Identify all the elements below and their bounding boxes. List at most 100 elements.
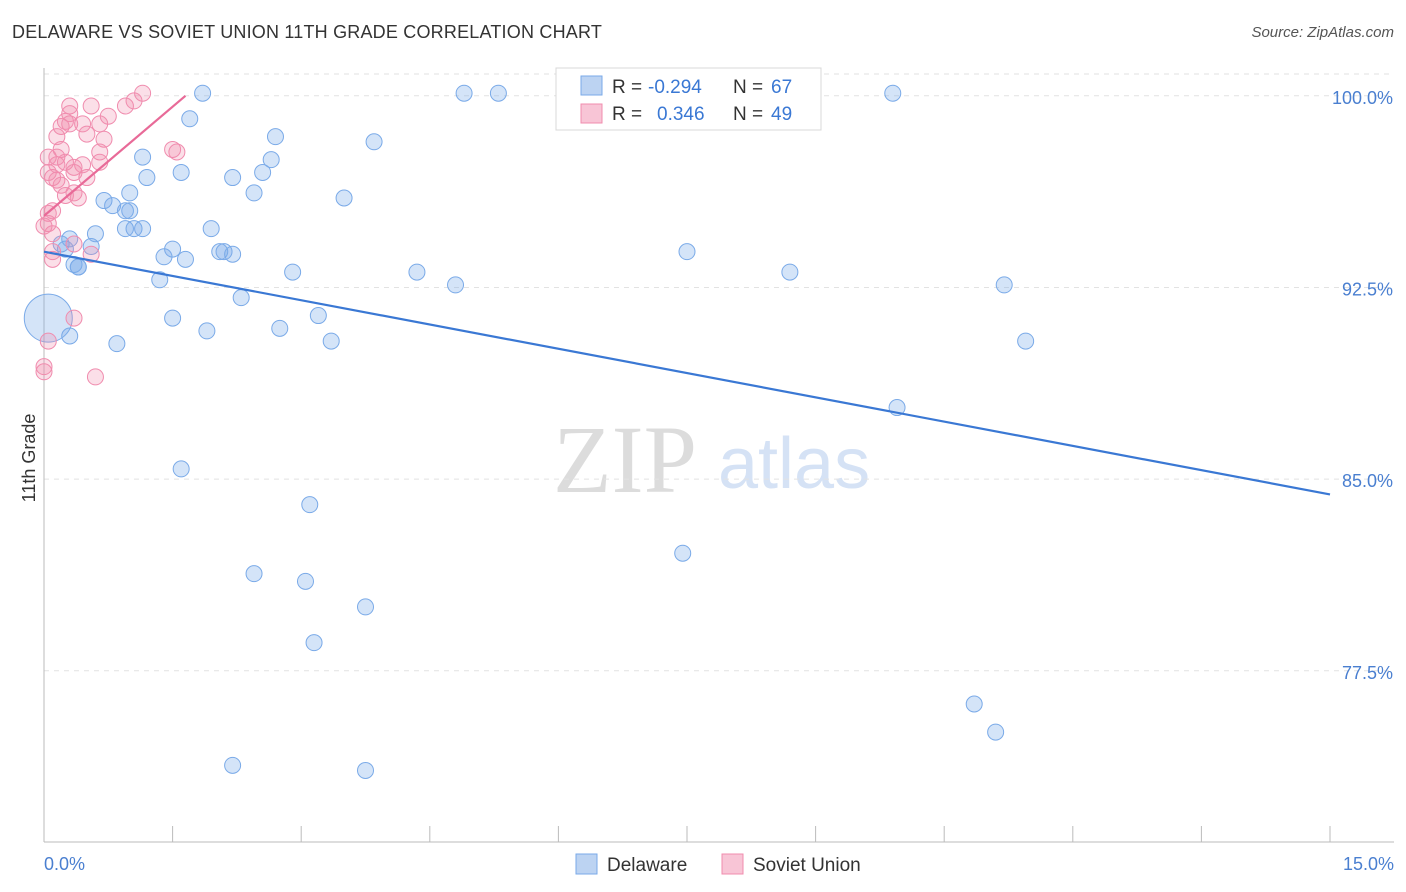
delaware-point	[489, 84, 507, 102]
soviet-union-point	[74, 115, 92, 133]
delaware-point	[202, 220, 220, 238]
soviet-union-point	[61, 105, 79, 123]
soviet-union-point	[56, 112, 74, 130]
delaware-point	[172, 460, 190, 478]
watermark-atlas: atlas	[718, 424, 870, 504]
trend-lines	[43, 94, 1331, 496]
delaware-point	[194, 84, 212, 102]
delaware-point	[296, 572, 314, 590]
legend-swatch-soviet	[580, 103, 603, 124]
delaware-point	[164, 309, 182, 327]
soviet-union-points	[35, 84, 186, 386]
legend-n-label-delaware: N =	[733, 77, 763, 98]
delaware-trend-line	[43, 250, 1331, 496]
series-legend: Delaware Soviet Union	[575, 853, 861, 876]
legend-r-label-delaware: R =	[612, 77, 642, 98]
delaware-point	[357, 761, 374, 779]
delaware-point	[266, 128, 284, 146]
delaware-point	[125, 220, 143, 238]
legend-r-label-soviet: R =	[612, 104, 642, 125]
delaware-point	[138, 169, 156, 187]
soviet-union-point	[35, 217, 53, 235]
delaware-point	[61, 327, 79, 345]
delaware-point	[781, 263, 799, 281]
soviet-union-point	[65, 309, 83, 327]
delaware-point	[116, 220, 134, 238]
y-tick-labels: 77.5% 85.0% 92.5% 100.0%	[1332, 88, 1393, 683]
soviet-union-point	[48, 171, 66, 189]
delaware-point	[245, 565, 263, 583]
legend-n-label-soviet: N =	[733, 104, 763, 125]
delaware-point	[232, 289, 250, 307]
delaware-point	[164, 240, 182, 258]
delaware-point	[224, 756, 242, 774]
bottom-legend-soviet: Soviet Union	[753, 855, 861, 876]
soviet-union-point	[56, 186, 74, 204]
delaware-point	[108, 335, 126, 353]
soviet-union-point	[99, 107, 117, 125]
delaware-point	[224, 169, 242, 187]
y-tick-label: 85.0%	[1342, 471, 1393, 491]
delaware-point	[995, 276, 1013, 294]
delaware-point	[262, 151, 280, 169]
x-tick-label-max: 15.0%	[1343, 854, 1394, 874]
legend-r-value-delaware: -0.294	[648, 77, 702, 98]
bottom-legend-delaware: Delaware	[607, 855, 687, 876]
delaware-point	[121, 184, 139, 202]
delaware-point	[104, 197, 122, 215]
x-tick-label-min: 0.0%	[44, 854, 85, 874]
delaware-point	[181, 110, 199, 128]
delaware-point	[151, 271, 169, 289]
soviet-union-point	[86, 368, 104, 386]
soviet-union-point	[82, 245, 100, 263]
delaware-point	[134, 220, 152, 238]
delaware-point	[322, 332, 340, 350]
legend-n-value-soviet: 49	[771, 104, 792, 125]
delaware-point	[134, 148, 152, 166]
delaware-point	[884, 84, 902, 102]
delaware-point	[254, 163, 272, 181]
gridlines	[44, 73, 1394, 672]
delaware-point	[408, 263, 426, 281]
delaware-point	[357, 598, 374, 616]
delaware-point	[121, 202, 139, 220]
source-label: Source: ZipAtlas.com	[1251, 24, 1394, 41]
delaware-point	[965, 695, 983, 713]
delaware-point	[95, 192, 113, 210]
delaware-point	[176, 250, 194, 268]
delaware-point	[198, 322, 216, 340]
delaware-point	[674, 544, 692, 562]
legend-n-value-delaware: 67	[771, 77, 792, 98]
y-tick-label: 77.5%	[1342, 663, 1393, 683]
soviet-union-point	[116, 97, 134, 115]
delaware-point	[301, 496, 319, 514]
delaware-point	[172, 163, 190, 181]
delaware-point	[335, 189, 353, 207]
delaware-point	[245, 184, 263, 202]
legend-swatch-delaware	[580, 75, 603, 96]
delaware-point	[271, 319, 289, 337]
delaware-point	[447, 276, 465, 294]
delaware-point	[987, 723, 1005, 741]
soviet-union-point	[69, 189, 87, 207]
y-tick-label: 100.0%	[1332, 88, 1393, 108]
soviet-union-point	[65, 235, 83, 253]
legend-r-value-soviet: 0.346	[657, 104, 705, 125]
soviet-union-point	[48, 128, 66, 146]
soviet-union-point	[35, 363, 53, 381]
delaware-point	[86, 225, 104, 243]
delaware-point	[455, 84, 473, 102]
soviet-union-point	[35, 358, 53, 376]
soviet-union-point	[91, 143, 109, 161]
soviet-union-point	[168, 143, 186, 161]
watermark-zip: ZIP	[553, 406, 697, 513]
delaware-point	[69, 258, 87, 276]
soviet-union-point	[82, 97, 100, 115]
delaware-points	[23, 84, 1035, 779]
delaware-point	[211, 243, 229, 261]
delaware-point	[309, 307, 327, 325]
bottom-legend-swatch-delaware	[575, 853, 598, 875]
delaware-point	[116, 202, 134, 220]
soviet-union-point	[65, 163, 83, 181]
